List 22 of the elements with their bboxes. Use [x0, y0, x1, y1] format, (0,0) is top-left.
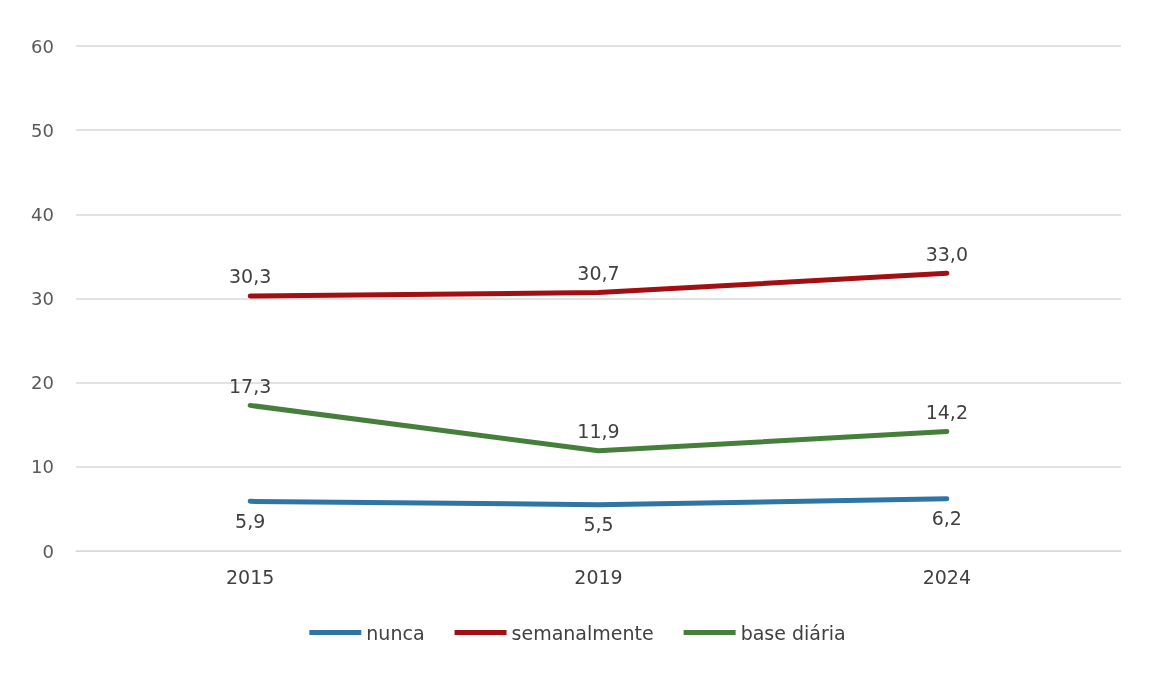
x-tick-label: 2015 — [225, 565, 275, 588]
legend-label: semanalmente — [511, 621, 654, 644]
legend-label: base diária — [740, 621, 846, 644]
data-label: 5,9 — [235, 509, 266, 532]
data-label: 30,7 — [577, 262, 620, 285]
data-label: 30,3 — [229, 265, 272, 288]
y-tick-label: 30 — [31, 288, 54, 309]
data-label: 11,9 — [577, 420, 620, 443]
data-label: 5,5 — [583, 513, 614, 536]
x-tick-label: 2019 — [574, 565, 623, 588]
y-tick-label: 60 — [31, 35, 54, 57]
y-tick-label: 50 — [31, 119, 54, 141]
x-tick-label: 2024 — [922, 565, 972, 588]
data-label: 33,0 — [925, 242, 968, 265]
legend-label: nunca — [366, 621, 425, 644]
y-tick-label: 20 — [31, 372, 54, 394]
data-label: 14,2 — [925, 400, 968, 423]
y-tick-label: 40 — [31, 203, 54, 225]
data-label: 6,2 — [931, 507, 962, 530]
y-tick-label: 0 — [42, 540, 54, 562]
data-label: 17,3 — [229, 374, 272, 397]
y-tick-label: 10 — [31, 456, 54, 478]
